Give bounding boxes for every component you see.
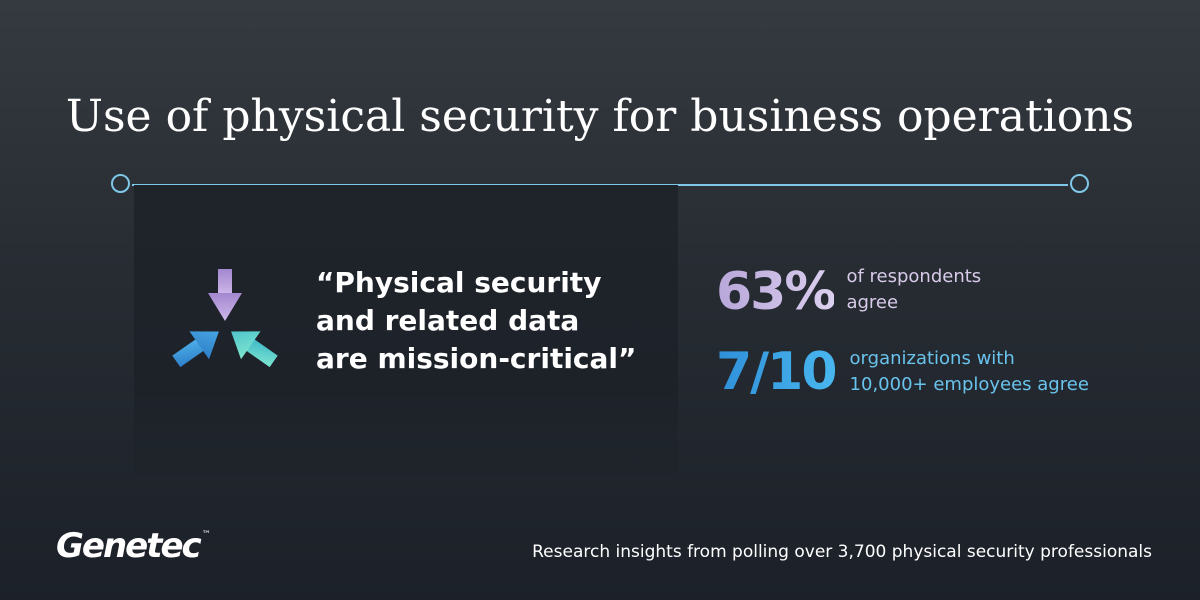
quote-panel [134,185,678,475]
quote-line: “Physical security [316,266,602,299]
timeline-start-node [111,174,130,193]
trademark-symbol: ™ [201,530,211,540]
stat-value: 7/10 [716,342,838,402]
timeline-end-node [1070,174,1089,193]
converging-arrows-icon [162,265,292,375]
stat-respondents: 63% of respondents agree [716,262,981,322]
stat-description-line: organizations with [849,348,1015,369]
quote-text: “Physical security and related data are … [316,264,656,378]
stat-value: 63% [716,262,836,322]
arrow-upleft-teal-icon [231,331,278,368]
logo-wordmark: Genetec [56,526,202,566]
quote-line: are mission-critical” [316,342,637,375]
arrow-down-purple-icon [208,269,242,321]
stat-description-line: of respondents [846,266,982,287]
footer-caption: Research insights from polling over 3,70… [532,542,1152,562]
genetec-logo: Genetec ™ [56,526,211,566]
stat-description-line: agree [846,292,899,313]
page-title: Use of physical security for business op… [65,91,1135,143]
stat-description: of respondents agree [846,264,981,316]
arrow-upright-blue-icon [172,331,219,368]
stat-description: organizations with 10,000+ employees agr… [850,346,1089,398]
quote-line: and related data [316,304,580,337]
stat-description-line: 10,000+ employees agree [849,374,1089,395]
stat-organizations: 7/10 organizations with 10,000+ employee… [716,342,1089,402]
